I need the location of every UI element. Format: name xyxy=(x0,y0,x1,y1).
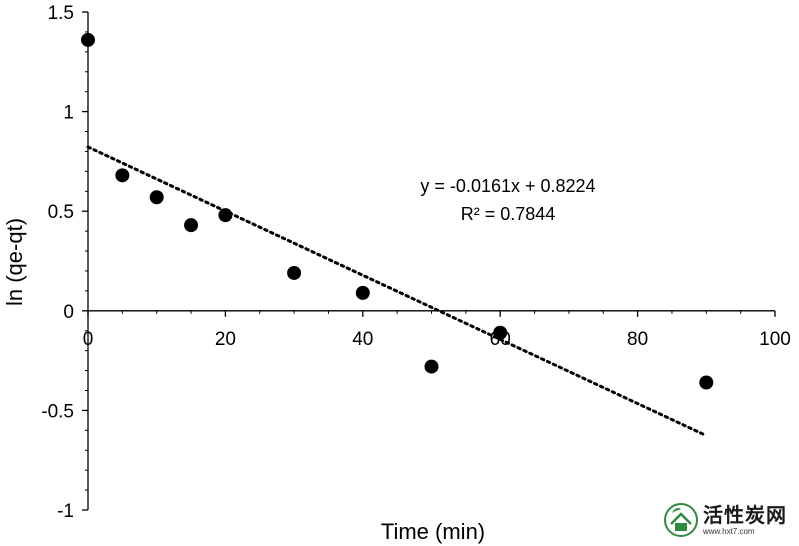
x-tick-label: 80 xyxy=(627,329,648,350)
y-tick-label: 0.5 xyxy=(48,202,74,223)
labels: y = -0.0161x + 0.8224 R² = 0.7844 Time (… xyxy=(2,176,596,544)
trendline-r-squared: R² = 0.7844 xyxy=(461,204,556,224)
y-tick-label: -1 xyxy=(57,501,74,522)
watermark: 活性炭网 www.hxt7.com xyxy=(663,498,793,542)
data-point xyxy=(355,285,370,300)
data-point xyxy=(424,359,439,374)
y-tick-label: 0 xyxy=(63,302,74,323)
watermark-url: www.hxt7.com xyxy=(703,526,755,536)
data-point xyxy=(287,265,302,280)
axes: -1-0.500.511.5020406080100 xyxy=(41,3,791,522)
x-tick-label: 20 xyxy=(215,329,236,350)
watermark-text: 活性炭网 xyxy=(703,502,787,527)
y-tick-label: 1 xyxy=(63,103,74,124)
x-tick-label: 40 xyxy=(352,329,373,350)
data-point xyxy=(218,208,233,223)
data-point xyxy=(81,32,95,47)
trendline-equation: y = -0.0161x + 0.8224 xyxy=(420,176,595,196)
y-axis-title: ln (qe-qt) xyxy=(2,218,27,306)
data-point xyxy=(184,218,199,233)
data-point xyxy=(149,190,164,205)
x-axis-title: Time (min) xyxy=(381,519,485,544)
data-point xyxy=(699,375,714,390)
y-tick-label: -0.5 xyxy=(41,401,74,422)
data-point xyxy=(493,325,508,340)
y-tick-label: 1.5 xyxy=(48,3,74,24)
x-tick-label: 0 xyxy=(83,329,94,350)
x-tick-label: 100 xyxy=(759,329,791,350)
leaf-house-logo-icon xyxy=(664,503,698,537)
data-points xyxy=(81,32,714,390)
data-point xyxy=(115,168,130,183)
trendline-layer xyxy=(86,145,708,438)
trendline xyxy=(86,145,708,438)
